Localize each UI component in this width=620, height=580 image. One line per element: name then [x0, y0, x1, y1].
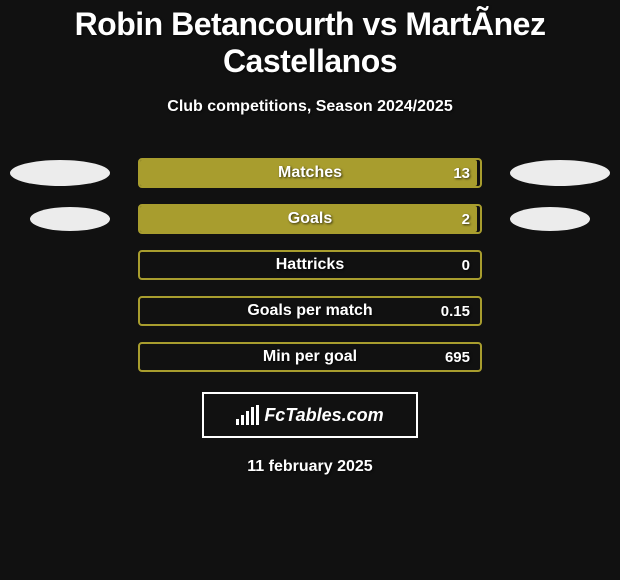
page-title: Robin Betancourth vs MartÃ­nez Castellan… [0, 6, 620, 80]
stat-value: 13 [453, 158, 470, 188]
stat-label: Hattricks [138, 250, 482, 280]
stat-label: Goals [138, 204, 482, 234]
stat-value: 2 [462, 204, 470, 234]
stat-label: Min per goal [138, 342, 482, 372]
stat-bar: Hattricks0 [138, 250, 482, 280]
stat-row: Min per goal695 [0, 342, 620, 372]
stat-row: Goals per match0.15 [0, 296, 620, 326]
player-right-oval [510, 207, 590, 231]
logo-text: FcTables.com [264, 405, 383, 426]
stat-row: Goals2 [0, 204, 620, 234]
page-subtitle: Club competitions, Season 2024/2025 [0, 98, 620, 116]
player-left-oval [30, 207, 110, 231]
stat-value: 695 [445, 342, 470, 372]
stat-bar: Min per goal695 [138, 342, 482, 372]
stat-bar: Goals per match0.15 [138, 296, 482, 326]
stat-bar: Matches13 [138, 158, 482, 188]
bar-chart-icon [236, 405, 260, 425]
stats-area: Matches13 Goals2 Hattricks0 Goals per match… [0, 158, 620, 372]
stat-row: Matches13 [0, 158, 620, 188]
comparison-widget: Robin Betancourth vs MartÃ­nez Castellan… [0, 0, 620, 476]
stat-label: Goals per match [138, 296, 482, 326]
stat-label: Matches [138, 158, 482, 188]
date-text: 11 february 2025 [0, 458, 620, 476]
stat-value: 0.15 [441, 296, 470, 326]
stat-value: 0 [462, 250, 470, 280]
stat-row: Hattricks0 [0, 250, 620, 280]
stat-bar: Goals2 [138, 204, 482, 234]
player-right-oval [510, 160, 610, 186]
player-left-oval [10, 160, 110, 186]
logo-box[interactable]: FcTables.com [202, 392, 418, 438]
